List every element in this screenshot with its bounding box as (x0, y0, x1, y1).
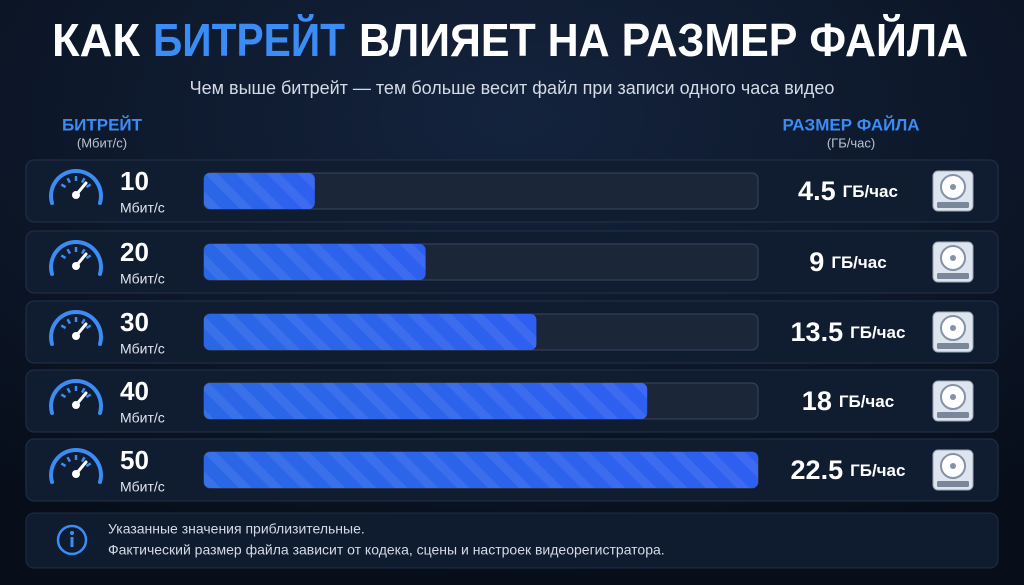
gauge-icon (49, 240, 103, 276)
hdd-spindle (950, 325, 956, 331)
gauge-tick (85, 324, 92, 330)
gauge-arc (49, 379, 103, 415)
gauge-arc (49, 448, 103, 484)
title-highlight: БИТРЕЙТ (153, 14, 345, 66)
info-icon-dot (70, 531, 74, 535)
gauge-hub (72, 470, 80, 478)
value-number: 13.5 (791, 317, 844, 347)
column-header-unit: (ГБ/час) (827, 135, 875, 150)
bar-stripes (204, 383, 648, 419)
note-line: Фактический размер файла зависит от коде… (108, 542, 665, 558)
column-header: БИТРЕЙТ (62, 115, 143, 134)
gauge-tick (60, 393, 67, 399)
value-unit: ГБ/час (843, 182, 898, 201)
gauge-tick (60, 183, 67, 189)
value-unit: ГБ/час (850, 323, 905, 342)
bitrate-unit: Мбит/с (120, 479, 165, 495)
bitrate-label: 10 (120, 166, 149, 196)
gauge-tick (66, 387, 72, 394)
hdd-base (937, 273, 969, 279)
hdd-spindle (950, 255, 956, 261)
hdd-spindle (950, 394, 956, 400)
bitrate-unit: Мбит/с (120, 410, 165, 426)
value-number: 18 (802, 386, 832, 416)
gauge-tick (66, 318, 72, 325)
gauge-icon (49, 169, 103, 205)
gauge-tick (80, 248, 86, 255)
title-part: ВЛИЯЕТ НА РАЗМЕР ФАЙЛА (359, 14, 968, 66)
gauge-tick (85, 393, 92, 399)
gauge-tick (85, 462, 92, 468)
bitrate-label: 20 (120, 237, 149, 267)
gauge-arc (49, 169, 103, 205)
value-label: 13.5 ГБ/час (791, 317, 906, 347)
bar-stripes (204, 452, 758, 488)
column-header-unit: (Мбит/с) (77, 135, 127, 150)
hdd-base (937, 412, 969, 418)
column-header: РАЗМЕР ФАЙЛА (782, 115, 919, 134)
gauge-tick (60, 462, 67, 468)
bar-stripes (204, 314, 537, 350)
gauge-arc (49, 310, 103, 346)
gauge-tick (85, 183, 92, 189)
subtitle: Чем выше битрейт — тем больше весит файл… (190, 78, 835, 98)
gauge-tick (85, 254, 92, 260)
bar-stripes (204, 173, 315, 209)
gauge-icon (49, 310, 103, 346)
value-unit: ГБ/час (850, 461, 905, 480)
rows: 10 Мбит/с 4.5 ГБ/час 20 Мбит/с 9 ГБ/час 30 Мбит/с… (25, 159, 999, 502)
bitrate-unit: Мбит/с (120, 271, 165, 287)
title-part: КАК (52, 14, 141, 66)
note-line: Указанные значения приблизительные. (108, 521, 365, 537)
gauge-hub (72, 401, 80, 409)
hdd-icon (932, 241, 974, 283)
value-label: 22.5 ГБ/час (791, 455, 906, 485)
value-label: 9 ГБ/час (809, 247, 886, 277)
hdd-base (937, 202, 969, 208)
gauge-arc (49, 240, 103, 276)
note-box (25, 512, 999, 569)
value-label: 18 ГБ/час (802, 386, 894, 416)
gauge-tick (60, 254, 67, 260)
bar-stripes (204, 244, 426, 280)
gauge-icon (49, 379, 103, 415)
hdd-icon (932, 380, 974, 422)
value-unit: ГБ/час (831, 253, 886, 272)
gauge-hub (72, 191, 80, 199)
gauge-tick (80, 318, 86, 325)
info-icon-bar (70, 537, 74, 547)
hdd-spindle (950, 463, 956, 469)
bitrate-unit: Мбит/с (120, 200, 165, 216)
bitrate-label: 40 (120, 376, 149, 406)
bitrate-label: 50 (120, 445, 149, 475)
gauge-tick (66, 456, 72, 463)
gauge-hub (72, 262, 80, 270)
value-unit: ГБ/час (839, 392, 894, 411)
hdd-base (937, 481, 969, 487)
gauge-icon (49, 448, 103, 484)
gauge-tick (66, 177, 72, 184)
hdd-spindle (950, 184, 956, 190)
hdd-icon (932, 449, 974, 491)
bitrate-unit: Мбит/с (120, 341, 165, 357)
bitrate-label: 30 (120, 307, 149, 337)
value-number: 22.5 (791, 455, 844, 485)
hdd-icon (932, 311, 974, 353)
value-number: 9 (809, 247, 824, 277)
gauge-tick (80, 456, 86, 463)
gauge-tick (80, 387, 86, 394)
value-number: 4.5 (798, 176, 836, 206)
gauge-hub (72, 332, 80, 340)
gauge-tick (80, 177, 86, 184)
gauge-tick (66, 248, 72, 255)
hdd-base (937, 343, 969, 349)
gauge-tick (60, 324, 67, 330)
value-label: 4.5 ГБ/час (798, 176, 898, 206)
info-icon (56, 524, 88, 556)
hdd-icon (932, 170, 974, 212)
